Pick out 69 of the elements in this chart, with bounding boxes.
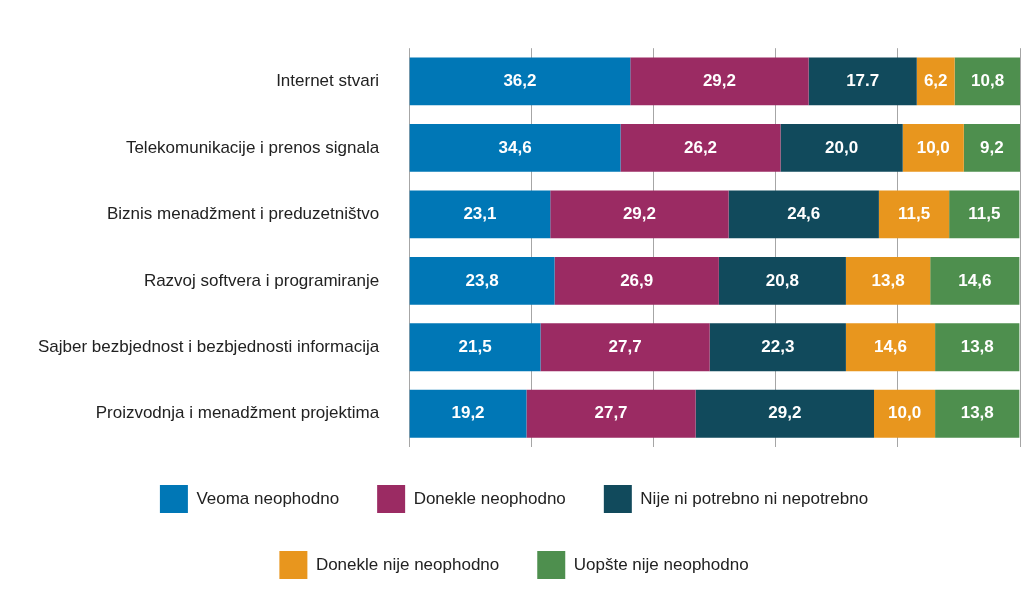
y-tick-label: Internet stvari: [276, 71, 380, 91]
data-label: 22,3: [761, 336, 795, 356]
bar: [409, 323, 541, 372]
data-label: 6,2: [923, 71, 948, 91]
data-label: 26,2: [683, 137, 718, 157]
bar: [620, 123, 781, 172]
data-label: 13,8: [960, 403, 994, 423]
data-label: 9,2: [980, 137, 1004, 157]
legend-label: Donekle nije neophodno: [315, 554, 500, 574]
data-label: 26,9: [620, 270, 654, 290]
bar: [409, 256, 555, 305]
data-label: 13,8: [960, 336, 994, 356]
data-label: 27,7: [608, 336, 642, 356]
bar: [728, 190, 879, 239]
bar: [630, 57, 809, 106]
y-tick-label: Proizvodnja i menadžment projektima: [95, 403, 380, 423]
bar: [409, 123, 621, 172]
bar: [540, 323, 710, 372]
bar: [695, 389, 875, 438]
y-tick-label: Telekomunikacije i prenos signala: [125, 137, 380, 157]
data-label: 11,5: [968, 204, 1001, 224]
data-label: 19,2: [451, 403, 485, 423]
y-tick-label: Sajber bezbjednost i bezbjednosti informacija: [37, 336, 380, 356]
data-label: 10,0: [916, 137, 950, 157]
legend-label: Donekle neophodno: [413, 488, 566, 508]
bar: [550, 190, 729, 239]
bar: [554, 256, 719, 305]
bar: [935, 389, 1020, 438]
data-label: 10,0: [888, 403, 922, 423]
data-label: 29,2: [768, 403, 802, 423]
data-label: 11,5: [897, 204, 931, 224]
data-label: 10,8: [971, 71, 1005, 91]
data-label: 14,6: [873, 336, 908, 356]
bar: [780, 123, 903, 172]
bar: [963, 123, 1020, 172]
bar: [709, 323, 846, 372]
bar: [949, 190, 1020, 239]
data-label: 23,8: [465, 270, 499, 290]
data-label: 34,6: [498, 137, 532, 157]
bar: [845, 323, 936, 372]
data-label: 36,2: [503, 71, 537, 91]
bar: [874, 389, 936, 438]
bar: [409, 389, 527, 438]
y-tick-label: Razvoj softvera i programiranje: [143, 270, 380, 290]
data-label: 20,8: [765, 270, 799, 290]
bar: [878, 190, 950, 239]
legend-label: Nije ni potrebno ni nepotrebno: [640, 488, 869, 508]
data-label: 29,2: [622, 204, 656, 224]
data-label: 21,5: [458, 336, 492, 356]
bar: [935, 323, 1020, 372]
data-label: 20,0: [825, 137, 859, 157]
data-label: 23,1: [463, 204, 497, 224]
data-label: 27,7: [594, 403, 628, 423]
bar: [930, 256, 1020, 305]
bar: [902, 123, 964, 172]
data-label: 17.7: [846, 71, 880, 91]
bar: [526, 389, 696, 438]
legend-label: Veoma neophodno: [196, 488, 340, 508]
bar: [718, 256, 846, 305]
bar: [845, 256, 931, 305]
data-label: 24,6: [787, 204, 821, 224]
bar: [409, 190, 551, 239]
data-label: 29,2: [702, 71, 737, 91]
bar: [409, 57, 631, 106]
legend-label: Uopšte nije neophodno: [573, 554, 749, 574]
bar: [808, 57, 917, 106]
data-label: 14,6: [958, 270, 992, 290]
data-label: 13,8: [871, 270, 905, 290]
y-tick-label: Biznis menadžment i preduzetništvo: [107, 204, 380, 224]
